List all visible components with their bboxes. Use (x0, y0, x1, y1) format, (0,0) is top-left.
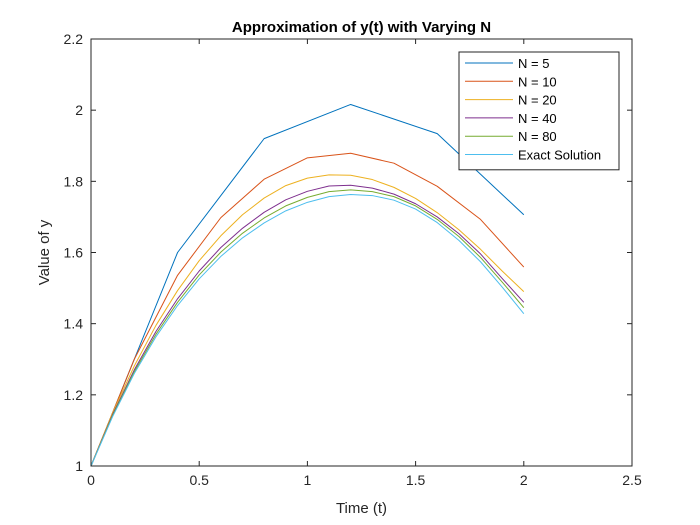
series-line-1 (90, 103, 525, 467)
series-line-5 (90, 189, 525, 467)
chart-title: Approximation of y(t) with Varying N (232, 19, 491, 36)
x-tick-label: 2 (520, 472, 528, 488)
tick-layer: 0 0.5 1 1.5 2 2.5 1 1.2 1.4 1.6 1.8 2 2.2 (64, 31, 642, 488)
series-line-4 (90, 184, 525, 467)
y-tick-label: 1.2 (64, 387, 84, 403)
series-line-2 (90, 152, 525, 467)
series-line-3 (90, 174, 525, 467)
x-tick-label: 0.5 (189, 472, 209, 488)
x-tick-label: 1.5 (406, 472, 426, 488)
y-tick-label: 1.4 (64, 316, 84, 332)
legend-label: N = 10 (518, 74, 557, 89)
y-tick-label: 1 (75, 458, 83, 474)
legend: N = 5 N = 10 N = 20 N = 40 N = 80 Exact Solut… (458, 51, 620, 171)
legend-box (458, 51, 620, 171)
y-axis-title: Value of y (36, 219, 53, 285)
x-tick-label: 1 (304, 472, 312, 488)
legend-label: N = 40 (518, 111, 557, 126)
y-tick-label: 2.2 (64, 31, 84, 47)
y-tick-label: 1.8 (64, 173, 84, 189)
y-tick-label: 2 (75, 102, 83, 118)
legend-label: N = 80 (518, 129, 557, 144)
x-axis-title: Time (t) (336, 500, 387, 517)
series-line-6 (90, 194, 525, 467)
legend-label: N = 20 (518, 93, 557, 108)
x-tick-label: 2.5 (622, 472, 642, 488)
x-tick-label: 0 (87, 472, 95, 488)
y-tick-label: 1.6 (64, 245, 84, 261)
legend-label: Exact Solution (518, 148, 601, 163)
legend-label: N = 5 (518, 56, 549, 71)
series-layer (90, 103, 525, 467)
